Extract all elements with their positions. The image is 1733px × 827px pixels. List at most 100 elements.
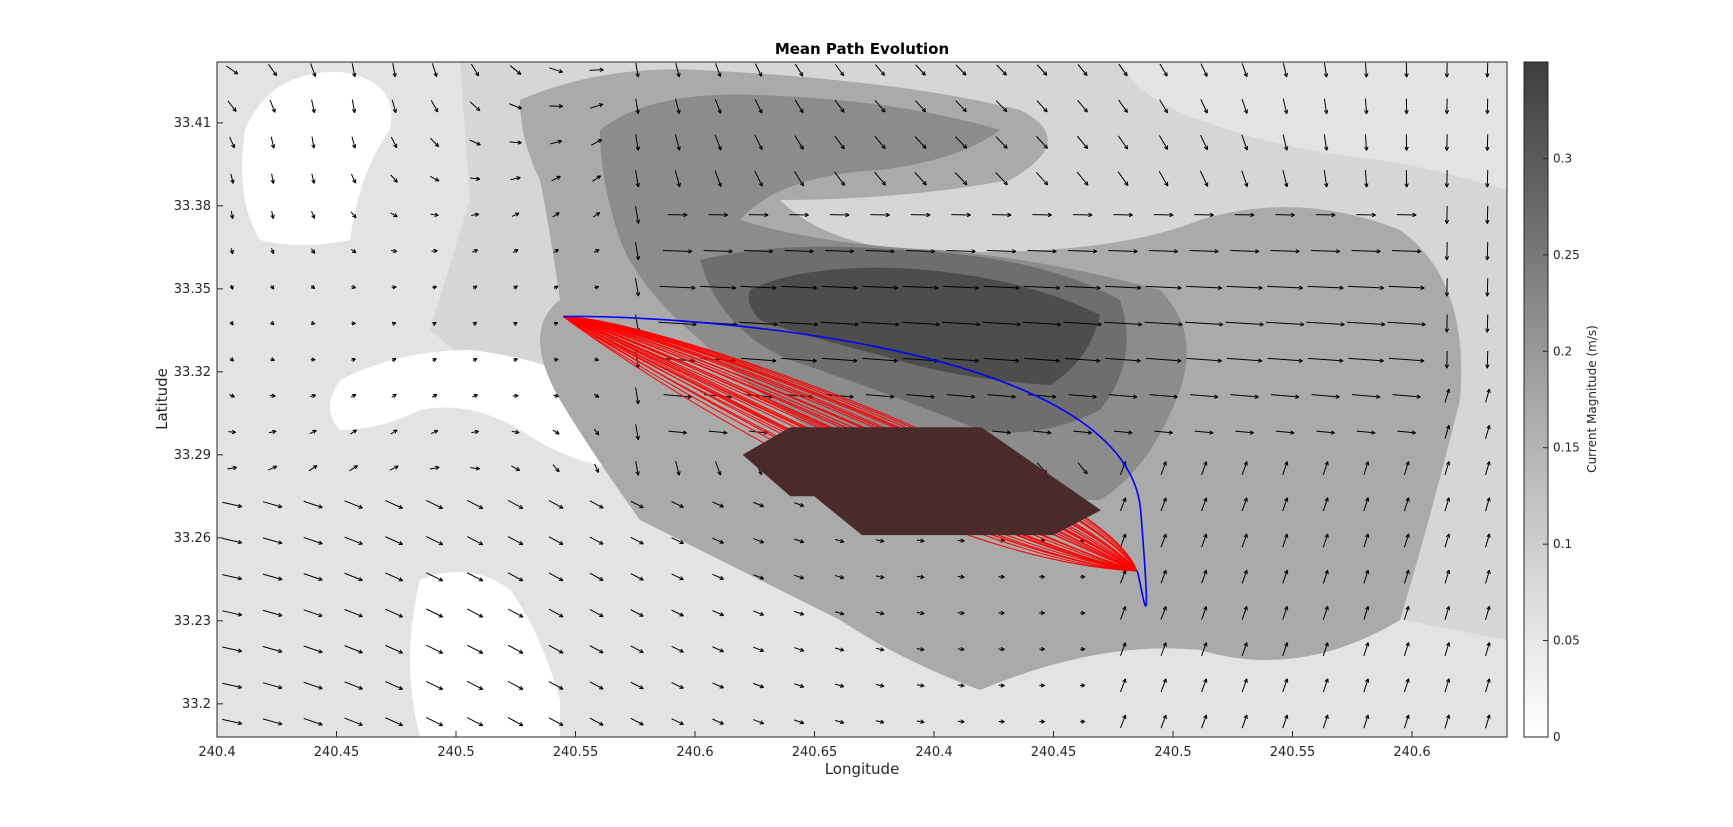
- velocity-arrow: [303, 573, 323, 581]
- velocity-arrow: [310, 248, 316, 254]
- velocity-arrow: [915, 64, 926, 76]
- velocity-arrow: [1186, 357, 1222, 363]
- velocity-arrow: [1073, 430, 1092, 435]
- velocity-arrow: [1364, 98, 1369, 115]
- velocity-arrow: [466, 717, 484, 727]
- velocity-arrow: [1282, 497, 1289, 512]
- velocity-arrow: [1036, 136, 1048, 149]
- velocity-arrow: [513, 285, 518, 290]
- velocity-arrow: [1032, 430, 1052, 435]
- x-tick-label: 240.45: [1031, 745, 1077, 760]
- velocity-arrow: [466, 608, 484, 618]
- velocity-arrow: [229, 321, 234, 326]
- velocity-arrow: [511, 465, 521, 471]
- velocity-arrow: [1039, 683, 1045, 688]
- velocity-arrow: [507, 572, 524, 582]
- velocity-arrow: [916, 647, 925, 652]
- velocity-arrow: [310, 284, 316, 290]
- velocity-arrow: [1347, 321, 1386, 327]
- velocity-arrow: [712, 718, 724, 725]
- velocity-arrow: [874, 171, 886, 186]
- velocity-arrow: [431, 248, 438, 254]
- velocity-arrow: [1201, 606, 1208, 620]
- velocity-arrow: [344, 572, 363, 582]
- velocity-arrow: [507, 536, 524, 546]
- velocity-arrow: [1199, 170, 1209, 187]
- velocity-arrow: [350, 173, 357, 184]
- velocity-arrow: [589, 67, 604, 73]
- velocity-arrow: [1024, 357, 1060, 363]
- velocity-arrow: [552, 212, 560, 218]
- velocity-arrow: [635, 62, 640, 78]
- velocity-arrow: [754, 134, 763, 151]
- velocity-arrow: [635, 206, 641, 224]
- velocity-arrow: [794, 574, 805, 580]
- velocity-arrow: [1120, 642, 1127, 656]
- velocity-arrow: [1120, 714, 1127, 729]
- velocity-arrow: [1404, 98, 1409, 115]
- velocity-arrow: [431, 393, 438, 398]
- velocity-arrow: [431, 63, 438, 78]
- velocity-arrow: [262, 501, 283, 509]
- velocity-arrow: [1316, 430, 1335, 435]
- velocity-arrow: [1322, 642, 1329, 656]
- velocity-arrow: [1364, 170, 1369, 188]
- velocity-arrow: [1149, 249, 1179, 254]
- velocity-arrow: [1403, 678, 1410, 693]
- velocity-arrow: [1144, 321, 1183, 327]
- velocity-arrow: [1444, 388, 1451, 403]
- velocity-arrow: [391, 393, 397, 398]
- velocity-arrow: [821, 285, 858, 291]
- velocity-arrow: [630, 645, 644, 653]
- velocity-arrow: [1364, 134, 1369, 151]
- velocity-arrow: [671, 573, 684, 581]
- velocity-arrow: [954, 136, 968, 149]
- velocity-arrow: [708, 212, 728, 218]
- velocity-arrow: [1200, 99, 1208, 114]
- velocity-arrow: [1077, 462, 1088, 475]
- velocity-arrow: [1063, 321, 1102, 327]
- velocity-arrow: [509, 65, 522, 75]
- velocity-arrow: [1153, 212, 1174, 218]
- velocity-arrow: [222, 574, 243, 581]
- velocity-arrow: [390, 212, 398, 218]
- velocity-arrow: [1485, 533, 1491, 548]
- velocity-arrow: [270, 248, 275, 255]
- velocity-arrow: [1230, 394, 1259, 399]
- velocity-arrow: [794, 63, 804, 77]
- velocity-arrow: [635, 242, 641, 261]
- velocity-arrow: [834, 63, 845, 77]
- velocity-arrow: [311, 211, 316, 219]
- velocity-arrow: [267, 465, 278, 471]
- velocity-arrow: [351, 321, 356, 326]
- velocity-arrow: [1403, 714, 1410, 729]
- velocity-arrow: [740, 285, 777, 291]
- velocity-arrow: [1160, 678, 1167, 693]
- velocity-arrow: [553, 357, 559, 362]
- velocity-arrow: [268, 64, 278, 77]
- velocity-arrow: [1200, 63, 1208, 77]
- velocity-arrow: [472, 285, 478, 290]
- y-tick-label: 33.26: [174, 531, 211, 546]
- colorbar-tick-label: 0: [1553, 730, 1561, 744]
- velocity-arrow: [229, 284, 234, 290]
- velocity-arrow: [1404, 170, 1409, 188]
- velocity-arrow: [1120, 533, 1127, 548]
- velocity-arrow: [1356, 212, 1376, 218]
- velocity-arrow: [663, 394, 692, 399]
- velocity-arrow: [1241, 569, 1248, 584]
- velocity-arrow: [1444, 98, 1450, 115]
- velocity-arrow: [262, 537, 283, 545]
- velocity-arrow: [350, 393, 357, 399]
- velocity-arrow: [1444, 170, 1450, 188]
- velocity-arrow: [262, 573, 283, 581]
- velocity-arrow: [748, 212, 769, 218]
- sample-path: [563, 316, 1138, 572]
- velocity-arrow: [1160, 533, 1167, 548]
- velocity-arrow: [270, 357, 275, 362]
- velocity-arrow: [426, 608, 444, 618]
- velocity-arrow: [753, 574, 765, 580]
- velocity-arrow: [875, 574, 885, 580]
- velocity-arrow: [1403, 569, 1410, 584]
